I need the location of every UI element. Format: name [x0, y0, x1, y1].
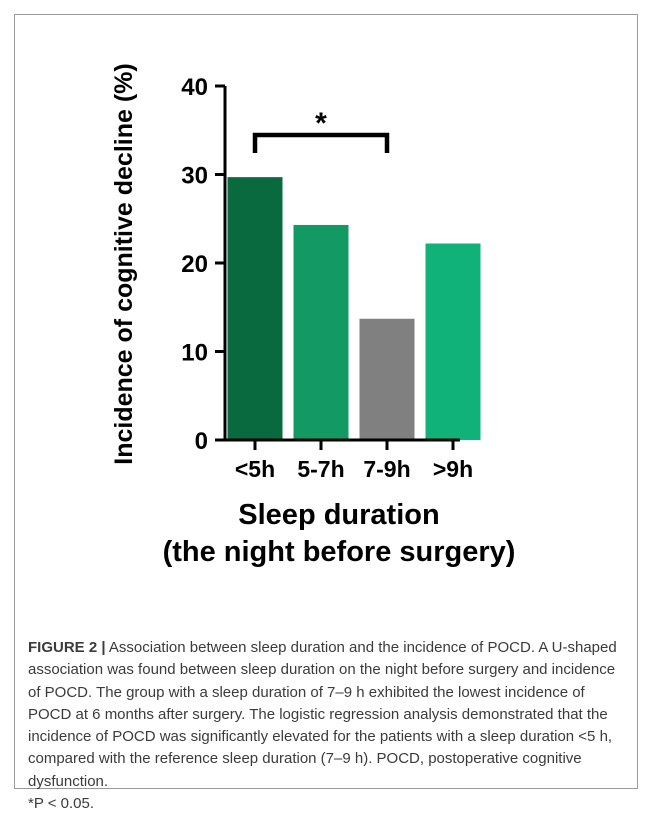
x-tick-label-2: 7-9h	[363, 456, 410, 482]
caption-text: Association between sleep duration and t…	[28, 639, 617, 790]
bar-1	[293, 224, 349, 440]
bar-3	[425, 243, 481, 440]
y-tick-label-30: 30	[181, 163, 208, 190]
y-tick-label-40: 40	[181, 74, 208, 101]
x-ticks-group: <5h 5-7h 7-9h >9h	[235, 440, 473, 482]
x-axis-label-line1: Sleep duration	[238, 499, 439, 531]
x-tick-label-3: >9h	[433, 456, 473, 482]
y-ticks-group: 0 10 20 30 40	[181, 74, 225, 455]
bracket-line	[252, 132, 390, 153]
significance-bracket: *	[252, 107, 390, 153]
y-tick-label-20: 20	[181, 251, 208, 278]
y-tick-label-10: 10	[181, 340, 208, 367]
x-tick-label-1: 5-7h	[297, 456, 344, 482]
bar-0	[227, 177, 283, 440]
caption-footnote: *P < 0.05.	[28, 795, 95, 813]
bar-chart: 0 10 20 30 40 <5h 5-7h 7-9h >9h * Incidence of …	[110, 63, 516, 568]
x-axis-label-line2: (the night before surgery)	[163, 536, 516, 568]
y-tick-label-0: 0	[195, 428, 208, 455]
x-tick-label-0: <5h	[235, 456, 275, 482]
significance-star: *	[315, 107, 327, 140]
y-axis-label: Incidence of cognitive decline (%)	[110, 63, 138, 464]
figure-caption: FIGURE 2 | Association between sleep dur…	[28, 637, 628, 815]
bars-group	[227, 177, 481, 440]
figure-frame	[14, 14, 638, 789]
bar-2	[359, 318, 415, 440]
caption-figure-label: FIGURE 2 |	[28, 639, 106, 656]
